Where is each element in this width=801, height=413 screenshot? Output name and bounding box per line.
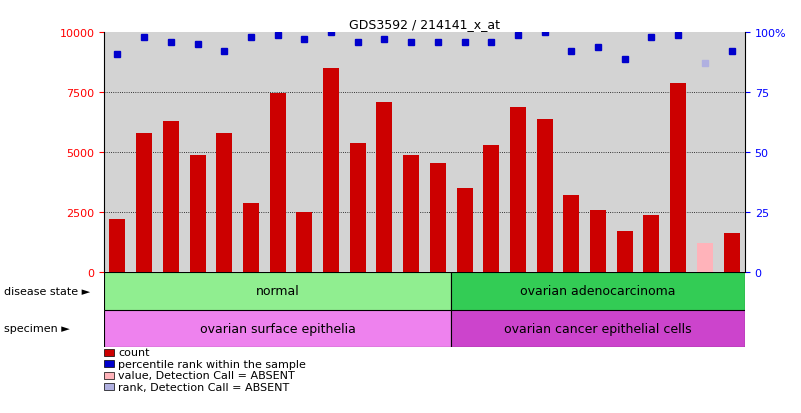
Bar xyxy=(136,134,152,273)
Bar xyxy=(376,102,392,273)
Text: disease state ►: disease state ► xyxy=(4,286,91,296)
Text: ovarian adenocarcinoma: ovarian adenocarcinoma xyxy=(521,285,676,298)
Text: value, Detection Call = ABSENT: value, Detection Call = ABSENT xyxy=(119,370,295,380)
Bar xyxy=(350,143,366,273)
Bar xyxy=(451,310,745,347)
Text: ovarian cancer epithelial cells: ovarian cancer epithelial cells xyxy=(505,322,692,335)
Bar xyxy=(403,155,419,273)
Bar xyxy=(670,83,686,273)
Bar xyxy=(537,119,553,273)
Bar xyxy=(104,310,451,347)
Bar xyxy=(216,134,232,273)
Bar xyxy=(483,146,499,273)
Text: percentile rank within the sample: percentile rank within the sample xyxy=(119,359,306,369)
Bar xyxy=(104,372,115,379)
Bar xyxy=(243,203,259,273)
Bar xyxy=(323,69,339,273)
Bar xyxy=(451,273,745,310)
Bar xyxy=(270,94,286,273)
Bar xyxy=(110,220,126,273)
Bar xyxy=(617,232,633,273)
Text: ovarian surface epithelia: ovarian surface epithelia xyxy=(199,322,356,335)
Bar xyxy=(163,122,179,273)
Text: count: count xyxy=(119,348,150,358)
Bar xyxy=(510,107,526,273)
Title: GDS3592 / 214141_x_at: GDS3592 / 214141_x_at xyxy=(349,17,500,31)
Text: normal: normal xyxy=(256,285,300,298)
Bar xyxy=(104,273,451,310)
Bar xyxy=(430,164,446,273)
Bar xyxy=(563,196,579,273)
Text: specimen ►: specimen ► xyxy=(4,323,70,333)
Bar xyxy=(643,215,659,273)
Bar xyxy=(296,213,312,273)
Bar xyxy=(457,189,473,273)
Bar xyxy=(104,383,115,390)
Bar xyxy=(697,244,713,273)
Bar xyxy=(723,233,739,273)
Text: rank, Detection Call = ABSENT: rank, Detection Call = ABSENT xyxy=(119,382,289,392)
Bar xyxy=(104,360,115,368)
Bar xyxy=(190,155,206,273)
Bar xyxy=(590,210,606,273)
Bar xyxy=(104,349,115,356)
